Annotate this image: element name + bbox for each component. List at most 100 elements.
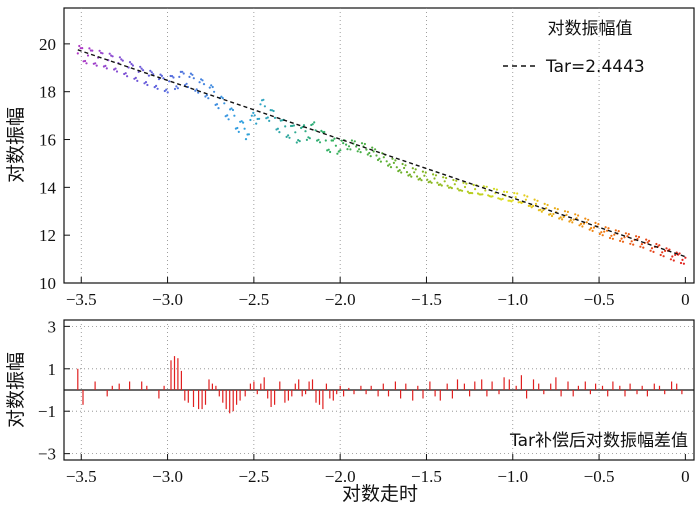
top-data-point <box>684 256 687 259</box>
top-data-point <box>678 252 681 255</box>
top-data-point <box>210 84 213 87</box>
top-data-point <box>549 212 552 216</box>
top-data-point <box>529 204 532 207</box>
top-data-point <box>108 52 111 55</box>
top-data-point <box>645 238 648 241</box>
top-data-point <box>590 227 593 230</box>
top-plot-frame <box>63 7 695 284</box>
top-data-point <box>327 148 330 151</box>
top-data-point <box>556 208 559 211</box>
top-data-point <box>157 78 161 81</box>
top-data-point <box>244 138 248 141</box>
top-data-point <box>472 183 475 187</box>
top-data-point <box>374 148 377 151</box>
top-data-point <box>446 184 449 187</box>
top-data-point <box>172 76 175 79</box>
top-data-point <box>273 116 277 119</box>
bottom-x-tick-label: −0.5 <box>584 467 615 486</box>
top-data-point <box>263 105 266 108</box>
top-data-point <box>178 75 181 78</box>
bottom-y-tick-label: −1 <box>38 402 56 421</box>
top-x-tick-label: −1.5 <box>411 290 442 309</box>
top-data-point <box>585 221 588 224</box>
top-data-point <box>363 142 366 146</box>
bottom-x-tick-label: −1.5 <box>411 467 442 486</box>
top-data-point <box>233 114 236 117</box>
top-data-point <box>85 62 88 65</box>
top-data-point <box>505 190 509 194</box>
bottom-annotation: Tar补偿后对数振幅差值 <box>509 431 688 451</box>
top-data-point <box>461 189 464 192</box>
top-data-point <box>617 230 620 233</box>
top-data-point <box>130 62 133 66</box>
bottom-x-tick-label: −2.0 <box>325 467 356 486</box>
top-data-point <box>340 139 343 142</box>
top-data-point <box>485 185 488 188</box>
bottom-y-axis-label: 对数振幅 <box>5 352 27 428</box>
top-data-point <box>471 192 474 195</box>
top-data-point <box>411 167 414 170</box>
top-data-point <box>155 84 158 87</box>
top-data-point <box>394 159 397 162</box>
top-data-point <box>369 155 372 158</box>
top-data-point <box>405 171 409 174</box>
top-data-point <box>136 79 139 82</box>
top-data-point <box>672 259 675 262</box>
top-data-point <box>217 107 220 110</box>
top-data-point <box>204 95 207 98</box>
top-data-point <box>176 87 179 90</box>
top-data-point <box>268 119 271 122</box>
top-data-point <box>568 220 571 223</box>
top-data-point <box>347 145 351 148</box>
top-data-point <box>466 190 469 193</box>
top-data-point <box>126 75 129 78</box>
top-data-point <box>278 131 281 134</box>
top-data-point <box>144 81 148 84</box>
top-data-point <box>456 187 459 190</box>
top-data-point <box>139 65 142 68</box>
top-data-point <box>516 192 519 195</box>
top-data-point <box>474 188 477 191</box>
top-data-points <box>76 44 687 265</box>
top-y-tick-label: 16 <box>39 131 56 150</box>
top-legend-title: 对数振幅值 <box>548 19 633 39</box>
top-data-point <box>681 258 684 261</box>
top-data-point <box>440 184 443 187</box>
fit-line <box>77 49 686 258</box>
top-data-point <box>371 146 374 149</box>
top-y-tick-label: 14 <box>39 178 57 197</box>
top-data-point <box>242 121 245 124</box>
top-data-point <box>387 164 390 167</box>
top-data-point <box>424 171 427 174</box>
top-data-point <box>389 166 393 169</box>
top-data-point <box>552 212 555 216</box>
top-data-point <box>358 148 361 151</box>
top-data-point <box>249 118 252 122</box>
top-data-point <box>173 87 177 91</box>
top-data-point <box>295 141 298 144</box>
top-data-point <box>88 47 91 50</box>
top-data-point <box>637 235 641 239</box>
top-data-point <box>410 175 413 178</box>
top-data-point <box>543 202 546 205</box>
top-data-point <box>366 153 369 156</box>
top-data-point <box>416 175 419 178</box>
bottom-x-tick-label: −3.5 <box>66 467 97 486</box>
top-data-point <box>81 47 84 50</box>
top-data-point <box>230 107 233 110</box>
top-data-point <box>545 207 548 210</box>
top-data-point <box>350 139 353 142</box>
top-data-point <box>563 210 567 213</box>
top-data-point <box>150 71 153 74</box>
top-data-point <box>324 139 327 142</box>
top-x-tick-label: −0.5 <box>584 290 615 309</box>
top-data-point <box>76 52 79 55</box>
top-data-point <box>620 237 623 240</box>
top-data-point <box>401 162 404 166</box>
top-data-point <box>198 81 201 84</box>
bottom-y-tick-label: 1 <box>48 360 57 379</box>
top-data-point <box>189 72 192 75</box>
top-data-point <box>247 133 250 136</box>
top-data-point <box>372 150 375 153</box>
top-data-point <box>481 193 484 196</box>
